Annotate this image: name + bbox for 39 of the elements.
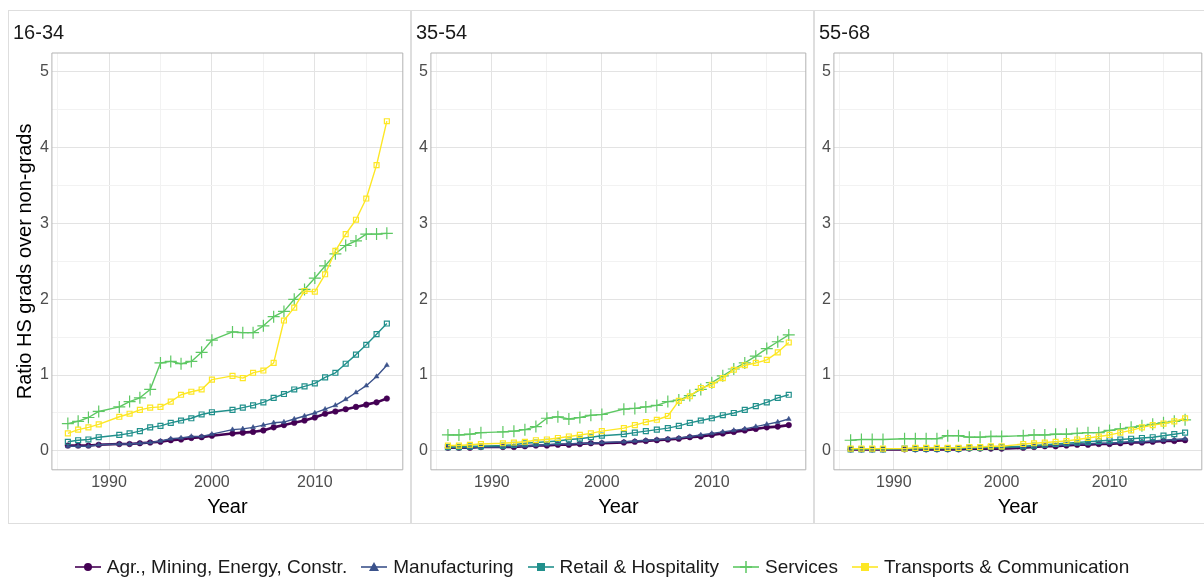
y-tick-label: 0 [39,441,49,459]
y-tick-label: 1 [39,365,49,383]
y-tick-label: 5 [418,62,428,80]
x-axis-title: Year [207,494,248,517]
x-axis-title: Year [997,494,1039,517]
x-tick-label: 2010 [297,472,333,490]
x-tick-label: 2010 [1091,472,1128,490]
x-tick-label: 2010 [694,472,730,490]
legend-label: Services [765,556,838,578]
x-tick-label: 1990 [91,472,127,490]
x-tick-label: 2000 [983,472,1020,490]
chart-title: 55-68 [819,20,871,43]
chart-title: 35-54 [416,20,468,43]
chart-title: 16-34 [13,20,65,43]
y-tick-label: 0 [821,441,831,459]
x-tick-label: 1990 [474,472,510,490]
y-tick-label: 3 [418,213,428,231]
y-axis-title: Ratio HS grads over non-grads [12,123,35,400]
y-tick-label: 1 [821,365,831,383]
legend-label: Manufacturing [393,556,514,578]
y-tick-label: 4 [821,138,831,156]
y-tick-label: 3 [821,213,831,231]
x-tick-label: 2000 [194,472,230,490]
y-tick-label: 2 [418,289,428,307]
legend-label: Retail & Hospitality [559,556,720,578]
y-tick-label: 4 [39,138,49,156]
legend-label: Transports & Communication [883,556,1130,578]
y-tick-label: 5 [821,62,831,80]
y-tick-label: 3 [39,213,49,231]
y-tick-label: 0 [418,441,428,459]
x-tick-label: 1990 [875,472,912,490]
legend-label: Agr., Mining, Energy, Constr. [106,556,348,578]
y-tick-label: 2 [39,289,49,307]
y-tick-label: 1 [418,365,428,383]
y-tick-label: 4 [418,138,428,156]
y-tick-label: 5 [39,62,49,80]
x-axis-title: Year [598,494,639,517]
x-tick-label: 2000 [584,472,620,490]
y-tick-label: 2 [821,289,831,307]
